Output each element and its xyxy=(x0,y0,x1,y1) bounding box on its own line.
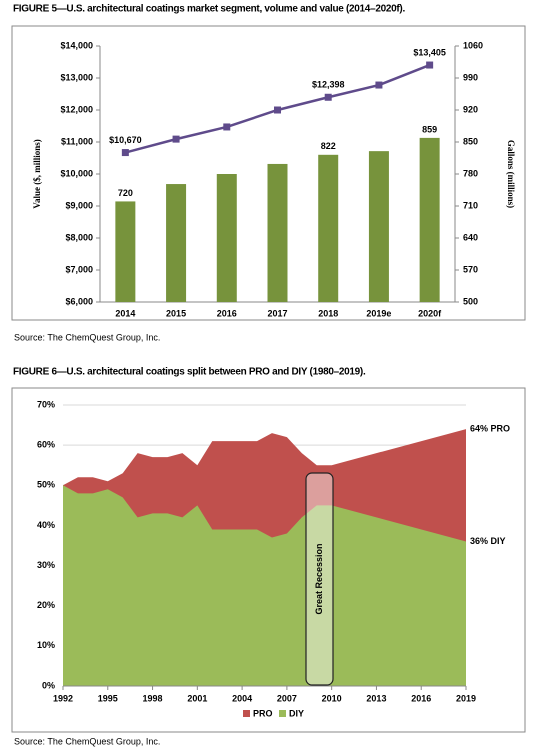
x-tick-label: 2014 xyxy=(115,308,135,318)
marker xyxy=(274,106,281,114)
legend-swatch xyxy=(279,710,286,717)
area xyxy=(63,485,466,686)
y2-axis-title: Gallons (millions) xyxy=(506,140,516,208)
y-tick-label: $13,000 xyxy=(60,72,93,82)
marker xyxy=(375,81,383,89)
y-tick-label: 50% xyxy=(37,480,55,490)
y-tick-label: 10% xyxy=(37,640,55,650)
y-tick-label: 60% xyxy=(37,440,55,450)
x-tick-label: 2020f xyxy=(418,308,442,318)
y-tick-label: $14,000 xyxy=(60,40,93,50)
data-label: $13,405 xyxy=(413,47,446,57)
end-label: 64% PRO xyxy=(470,423,510,433)
y2-tick-label: 990 xyxy=(463,72,478,82)
marker xyxy=(223,123,231,131)
y-tick-label: 20% xyxy=(37,600,55,610)
bar xyxy=(368,151,389,302)
y-axis-title: Value ($, millions) xyxy=(32,139,42,208)
bar xyxy=(216,174,237,302)
x-tick-label: 2016 xyxy=(411,693,431,703)
y-tick-label: 0% xyxy=(42,680,55,690)
x-tick-label: 2015 xyxy=(166,308,186,318)
legend-swatch xyxy=(243,710,250,717)
bar xyxy=(166,184,187,302)
y2-tick-label: 640 xyxy=(463,232,478,242)
bar xyxy=(267,163,288,302)
chart-frame xyxy=(11,25,526,321)
y-tick-label: 70% xyxy=(37,399,55,409)
x-tick-label: 2013 xyxy=(366,693,386,703)
y2-tick-label: 850 xyxy=(463,136,478,146)
y-tick-label: $7,000 xyxy=(65,264,93,274)
data-label: $12,398 xyxy=(312,80,345,90)
y2-tick-label: 920 xyxy=(463,104,478,114)
x-tick-label: 2017 xyxy=(267,308,287,318)
data-label: $10,670 xyxy=(109,135,142,145)
y2-tick-label: 710 xyxy=(463,200,478,210)
y-tick-label: 30% xyxy=(37,560,55,570)
marker xyxy=(426,61,434,69)
y-tick-label: $10,000 xyxy=(60,168,93,178)
y2-tick-label: 780 xyxy=(463,168,478,178)
chart-frame xyxy=(11,387,526,733)
x-tick-label: 2019e xyxy=(366,308,391,318)
data-label: 720 xyxy=(118,188,133,198)
y2-tick-label: 500 xyxy=(463,296,478,306)
x-tick-label: 1998 xyxy=(143,693,163,703)
bar xyxy=(115,201,136,302)
x-tick-label: 1995 xyxy=(98,693,118,703)
figure-title: FIGURE 5—U.S. architectural coatings mar… xyxy=(13,4,405,15)
annotation-box xyxy=(305,472,334,686)
x-tick-label: 1992 xyxy=(53,693,73,703)
y-tick-label: $12,000 xyxy=(60,104,93,114)
source: Source: The ChemQuest Group, Inc. xyxy=(14,332,160,342)
y-tick-label: $11,000 xyxy=(61,136,93,146)
x-tick-label: 2001 xyxy=(187,693,207,703)
marker xyxy=(121,149,129,157)
y2-tick-label: 1060 xyxy=(463,40,483,50)
legend-label: DIY xyxy=(289,708,304,718)
x-tick-label: 2018 xyxy=(318,308,338,318)
end-label: 36% DIY xyxy=(470,536,506,546)
annotation: Great Recession xyxy=(314,543,324,614)
data-label: 822 xyxy=(321,141,336,151)
bar xyxy=(318,154,339,302)
marker xyxy=(324,93,332,101)
y2-tick-label: 570 xyxy=(463,264,478,274)
y-tick-label: $9,000 xyxy=(65,200,93,210)
bar xyxy=(419,137,440,302)
source: Source: The ChemQuest Group, Inc. xyxy=(14,736,160,746)
x-tick-label: 2019 xyxy=(456,693,476,703)
x-tick-label: 2007 xyxy=(277,693,297,703)
y-tick-label: 40% xyxy=(37,520,55,530)
figure-title: FIGURE 6—U.S. architectural coatings spl… xyxy=(13,367,366,378)
data-label: 859 xyxy=(422,124,437,134)
legend-label: PRO xyxy=(253,708,273,718)
y-tick-label: $8,000 xyxy=(65,232,93,242)
y-tick-label: $6,000 xyxy=(65,296,93,306)
x-tick-label: 2010 xyxy=(322,693,342,703)
x-tick-label: 2004 xyxy=(232,693,252,703)
x-tick-label: 2016 xyxy=(217,308,237,318)
marker xyxy=(172,135,180,143)
